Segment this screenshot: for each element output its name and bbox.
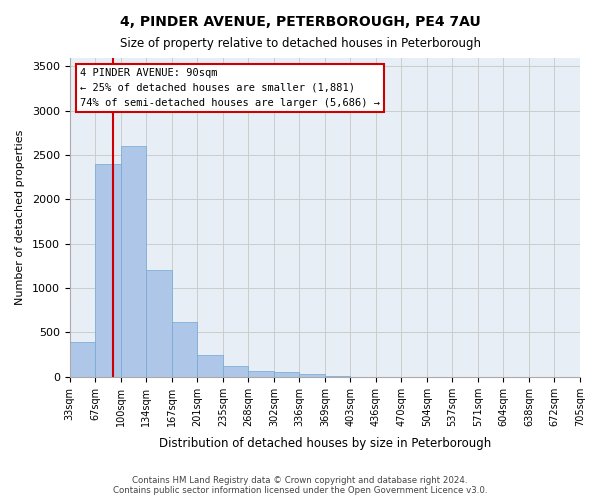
Bar <box>121 146 146 377</box>
Bar <box>274 372 299 377</box>
Bar <box>299 374 325 377</box>
Text: Contains HM Land Registry data © Crown copyright and database right 2024.
Contai: Contains HM Land Registry data © Crown c… <box>113 476 487 495</box>
Bar <box>248 371 274 377</box>
Text: 4 PINDER AVENUE: 90sqm
← 25% of detached houses are smaller (1,881)
74% of semi-: 4 PINDER AVENUE: 90sqm ← 25% of detached… <box>80 68 380 108</box>
Bar <box>223 366 248 377</box>
Bar <box>70 342 95 377</box>
Y-axis label: Number of detached properties: Number of detached properties <box>15 130 25 305</box>
Bar <box>197 354 223 377</box>
Text: Size of property relative to detached houses in Peterborough: Size of property relative to detached ho… <box>119 38 481 51</box>
X-axis label: Distribution of detached houses by size in Peterborough: Distribution of detached houses by size … <box>159 437 491 450</box>
Bar <box>172 322 197 377</box>
Bar <box>146 270 172 377</box>
Bar <box>95 164 121 377</box>
Text: 4, PINDER AVENUE, PETERBOROUGH, PE4 7AU: 4, PINDER AVENUE, PETERBOROUGH, PE4 7AU <box>119 15 481 29</box>
